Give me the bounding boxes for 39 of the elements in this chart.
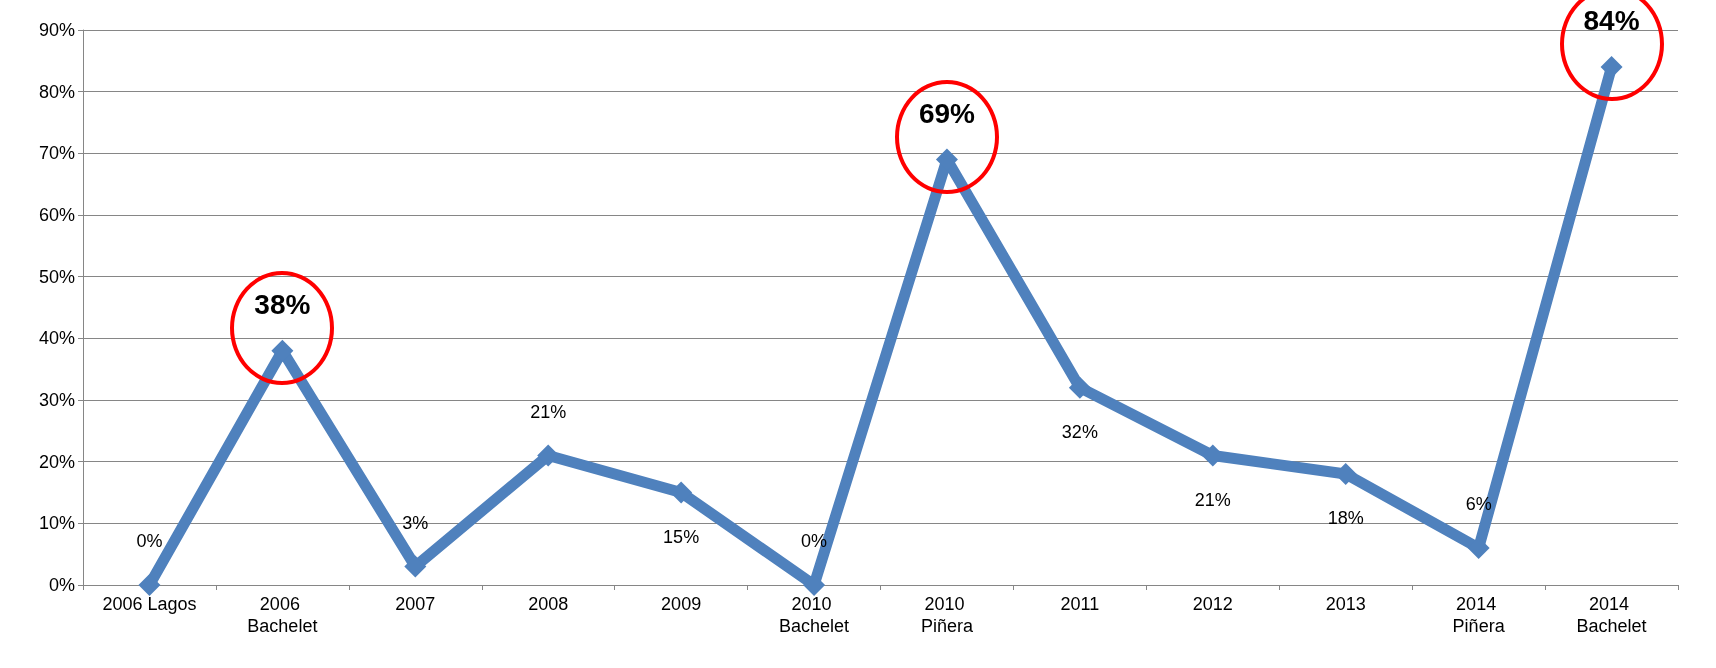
x-tick-label: 2007 [395, 594, 436, 614]
data-label: 15% [663, 526, 700, 547]
y-tick-label: 30% [38, 390, 75, 410]
data-label: 21% [1194, 489, 1231, 510]
annotation: 38% [253, 288, 312, 321]
x-tick-label: 2011 [1060, 594, 1100, 614]
data-label: 3% [402, 512, 429, 533]
x-tick-label: 2014 Piñera [1452, 594, 1506, 636]
point [404, 555, 427, 578]
point [670, 481, 693, 504]
x-tick-label: 2006 Lagos [102, 594, 197, 614]
annotation: 69% [917, 97, 976, 130]
y-tick-label: 20% [38, 451, 75, 472]
x-tick-label: 2010 Piñera [920, 594, 974, 636]
x-tick-label: 2008 [528, 594, 569, 614]
y-tick-label: 0% [48, 575, 75, 595]
y-tick-label: 60% [38, 205, 75, 225]
x-tick-label: 2012 [1192, 594, 1233, 614]
y-tick-label: 50% [38, 266, 75, 287]
y-tick-label: 90% [38, 20, 75, 40]
y-tick-label: 80% [38, 81, 75, 102]
y-tick-label: 10% [38, 513, 75, 534]
point [1600, 56, 1623, 78]
data-label: 21% [530, 401, 567, 422]
x-tick-label: 2010 Bachelet [779, 594, 850, 636]
point [1068, 376, 1091, 399]
data-label: 32% [1061, 421, 1098, 442]
y-tick-label: 40% [38, 328, 75, 349]
point [271, 339, 294, 362]
data-label: 18% [1327, 508, 1364, 528]
data-label: 0% [136, 531, 163, 551]
y-tick-label: 70% [38, 143, 75, 164]
annotation: 84% [1582, 5, 1641, 37]
point [537, 444, 560, 467]
point [138, 574, 161, 596]
x-tick-label: 2009 [661, 594, 702, 614]
x-tick-label: 2006 Bachelet [247, 594, 318, 636]
x-tick-label: 2013 [1325, 594, 1366, 614]
x-tick-label: 2014 Bachelet [1576, 594, 1647, 636]
